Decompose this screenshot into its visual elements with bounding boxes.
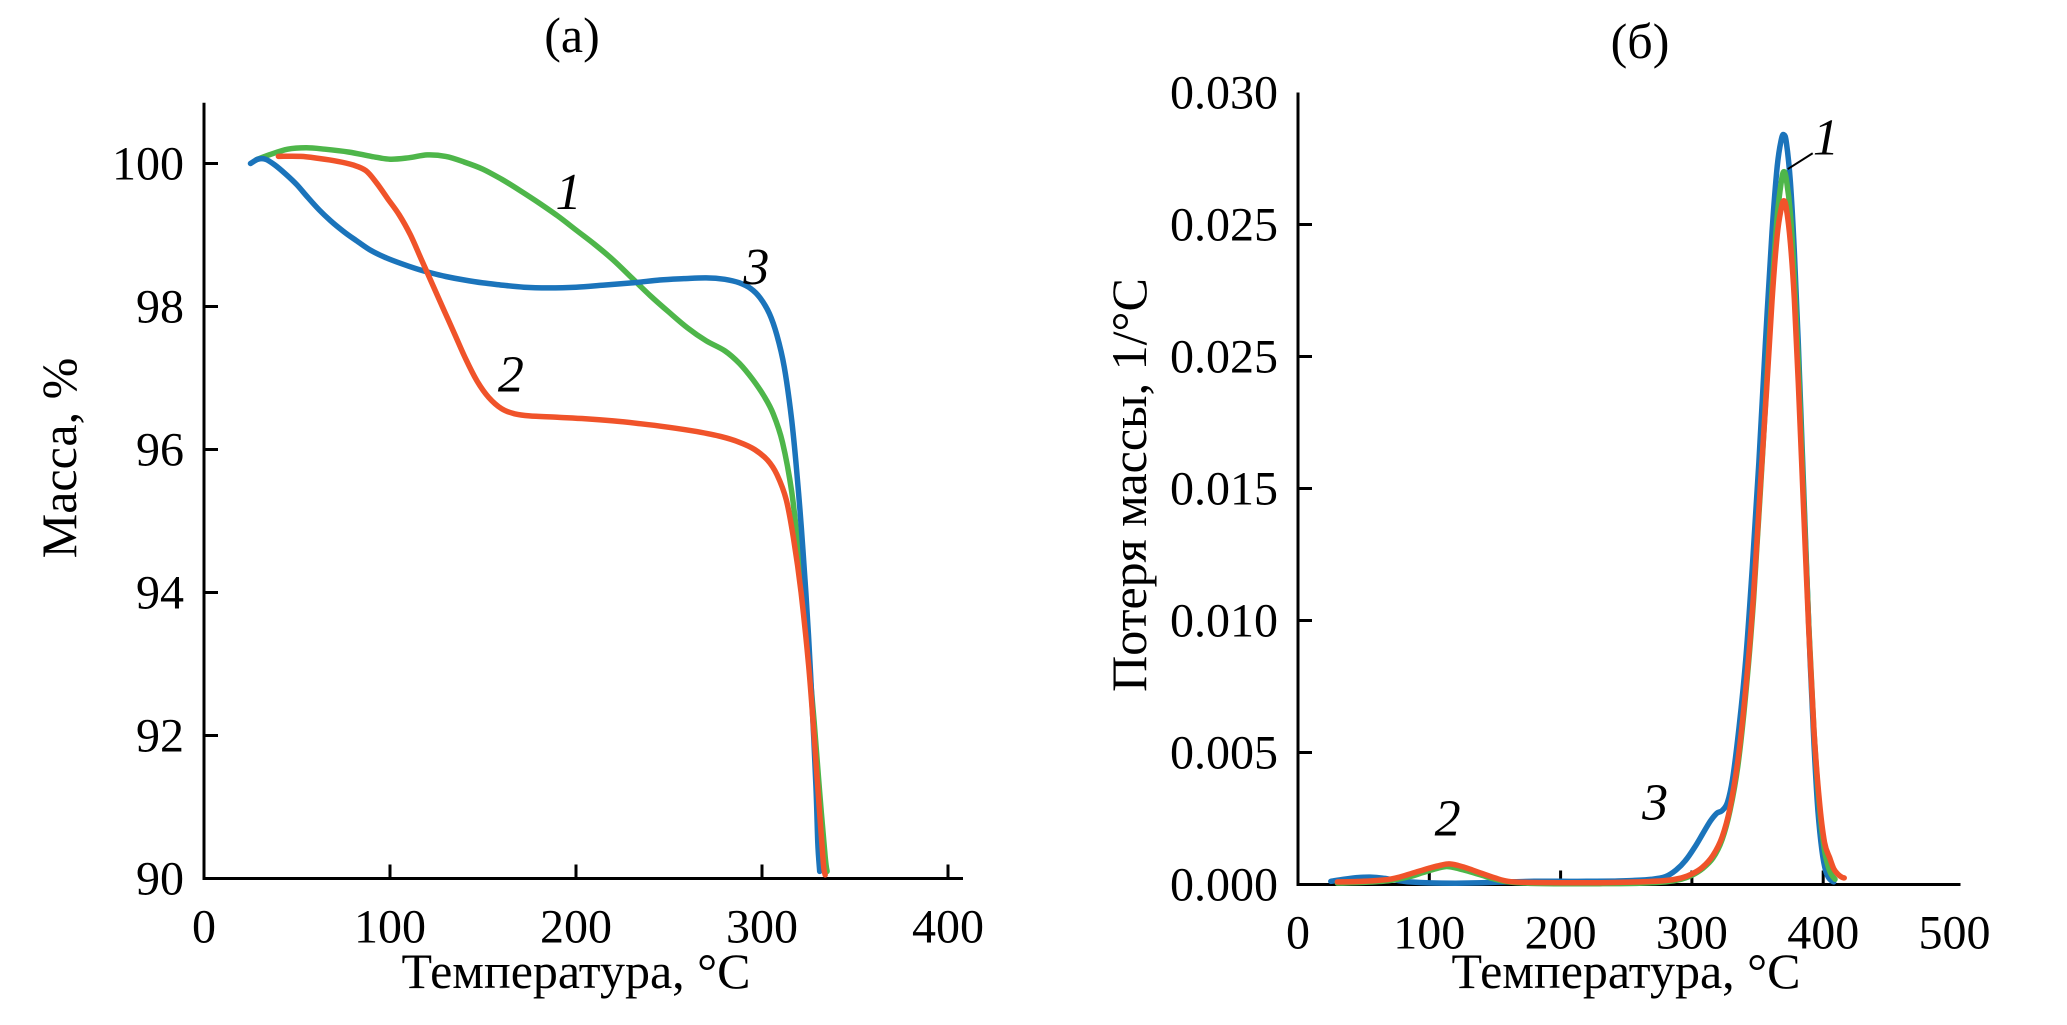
y-tick-label: 0.030 (1170, 67, 1278, 120)
panel-a-x-axis-title: Температура, °С (401, 943, 750, 999)
panel-b-y-axis-title: Потеря массы, 1/°С (1101, 278, 1157, 692)
x-tick-label: 100 (1393, 907, 1465, 960)
y-tick-label: 98 (136, 281, 184, 334)
x-tick-label: 100 (354, 901, 426, 954)
curve-label-leader-line (1787, 152, 1814, 170)
y-tick-label: 94 (136, 567, 184, 620)
panel-b: 0 100 200 300 400 500 0.000 0.005 0.010 0.015 0.02… (1101, 13, 1991, 999)
y-tick-label: 90 (136, 853, 184, 906)
y-tick-label: 100 (112, 138, 184, 191)
y-tick-label: 0.025 (1170, 331, 1278, 384)
y-tick-label: 0.005 (1170, 727, 1278, 780)
panel-a-curve-labels: 1 2 3 (498, 164, 770, 403)
curve-label-3: 3 (1641, 775, 1668, 832)
panel-b-curve-labels: 1 2 3 (1435, 109, 1839, 847)
x-tick-label: 400 (912, 901, 984, 954)
panel-a-axes: 0 100 200 300 400 90 92 94 96 98 100 (112, 102, 984, 954)
x-tick-label: 400 (1787, 907, 1859, 960)
curve-label-1: 1 (556, 164, 582, 221)
x-tick-label: 200 (540, 901, 612, 954)
curve-label-2: 2 (1435, 791, 1461, 848)
x-tick-label: 200 (1525, 907, 1597, 960)
x-tick-label: 300 (1656, 907, 1728, 960)
curve-label-1: 1 (1813, 109, 1839, 166)
curve-1 (253, 145, 830, 875)
curve-3 (247, 155, 823, 875)
x-tick-label: 0 (192, 901, 216, 954)
panel-a-curves (247, 145, 830, 878)
panel-a-title: (a) (544, 7, 600, 63)
y-tick-label: 0.000 (1170, 859, 1278, 912)
curve-2 (1334, 197, 1847, 886)
panel-b-x-axis-title: Температура, °С (1451, 943, 1800, 999)
y-tick-label: 0.025 (1170, 199, 1278, 252)
y-tick-label: 92 (136, 710, 184, 763)
panel-b-curves (1328, 131, 1847, 887)
panel-b-title: (б) (1611, 13, 1670, 69)
x-tick-label: 0 (1286, 907, 1310, 960)
curve-label-2: 2 (498, 346, 524, 403)
panel-a-y-axis-title: Масса, % (31, 358, 87, 559)
x-tick-label: 300 (726, 901, 798, 954)
y-tick-label: 0.010 (1170, 595, 1278, 648)
y-tick-label: 96 (136, 424, 184, 477)
x-tick-label: 500 (1919, 907, 1991, 960)
y-tick-label: 0.015 (1170, 463, 1278, 516)
panel-a: 0 100 200 300 400 90 92 94 96 98 100 1 2 3 (a) Темпе… (31, 7, 984, 999)
curve-label-3: 3 (742, 239, 769, 296)
panel-b-axes: 0 100 200 300 400 500 0.000 0.005 0.010 0.015 0.02… (1170, 67, 1991, 960)
curve-2 (275, 153, 828, 878)
